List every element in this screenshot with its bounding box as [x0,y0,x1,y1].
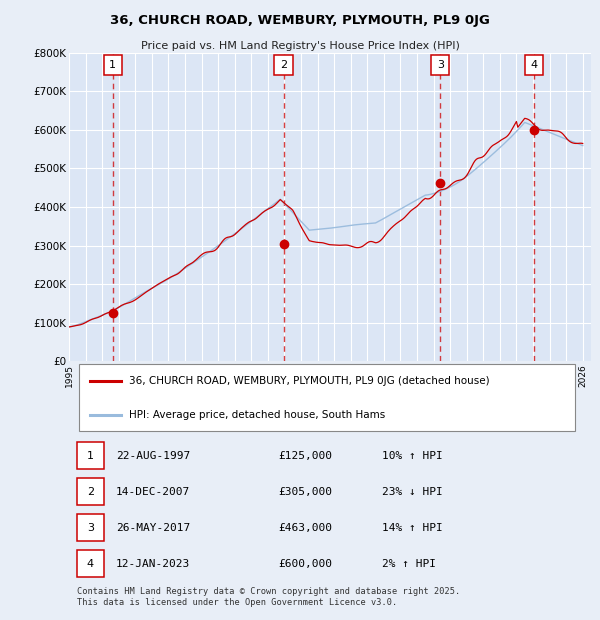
Text: 14% ↑ HPI: 14% ↑ HPI [382,523,443,533]
Text: 12-JAN-2023: 12-JAN-2023 [116,559,190,569]
Text: Contains HM Land Registry data © Crown copyright and database right 2025.
This d: Contains HM Land Registry data © Crown c… [77,587,460,606]
Text: Price paid vs. HM Land Registry's House Price Index (HPI): Price paid vs. HM Land Registry's House … [140,41,460,51]
FancyBboxPatch shape [524,55,543,74]
FancyBboxPatch shape [79,364,575,432]
Text: 1: 1 [109,60,116,69]
FancyBboxPatch shape [104,55,122,74]
Text: £125,000: £125,000 [278,451,332,461]
Text: 4: 4 [87,559,94,569]
Text: £463,000: £463,000 [278,523,332,533]
Text: 2: 2 [280,60,287,69]
FancyBboxPatch shape [274,55,293,74]
Text: 2: 2 [87,487,94,497]
Text: 14-DEC-2007: 14-DEC-2007 [116,487,190,497]
Text: 3: 3 [87,523,94,533]
FancyBboxPatch shape [77,442,104,469]
Text: 4: 4 [530,60,537,69]
FancyBboxPatch shape [431,55,449,74]
FancyBboxPatch shape [77,550,104,577]
FancyBboxPatch shape [77,478,104,505]
Text: 22-AUG-1997: 22-AUG-1997 [116,451,190,461]
FancyBboxPatch shape [77,514,104,541]
Text: 36, CHURCH ROAD, WEMBURY, PLYMOUTH, PL9 0JG: 36, CHURCH ROAD, WEMBURY, PLYMOUTH, PL9 … [110,14,490,27]
Text: HPI: Average price, detached house, South Hams: HPI: Average price, detached house, Sout… [129,410,385,420]
Text: 1: 1 [87,451,94,461]
Text: 3: 3 [437,60,443,69]
Text: 23% ↓ HPI: 23% ↓ HPI [382,487,443,497]
Text: 26-MAY-2017: 26-MAY-2017 [116,523,190,533]
Text: £600,000: £600,000 [278,559,332,569]
Text: 2% ↑ HPI: 2% ↑ HPI [382,559,436,569]
Text: £305,000: £305,000 [278,487,332,497]
Text: 10% ↑ HPI: 10% ↑ HPI [382,451,443,461]
Text: 36, CHURCH ROAD, WEMBURY, PLYMOUTH, PL9 0JG (detached house): 36, CHURCH ROAD, WEMBURY, PLYMOUTH, PL9 … [129,376,490,386]
